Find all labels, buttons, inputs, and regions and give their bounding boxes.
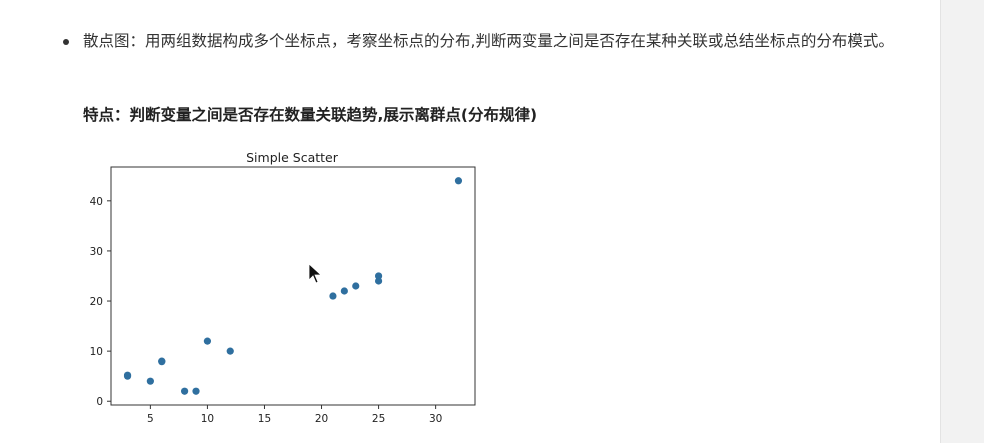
y-tick-label: 40 <box>90 196 103 208</box>
x-tick-label: 5 <box>147 413 154 425</box>
scatter-point <box>226 347 234 355</box>
x-tick-label: 30 <box>429 413 442 425</box>
scatter-point <box>340 287 348 295</box>
x-tick-label: 10 <box>201 413 214 425</box>
y-tick-label: 20 <box>90 296 103 308</box>
scatter-point <box>158 358 166 366</box>
scatter-point <box>352 282 360 290</box>
scatter-point <box>180 387 189 395</box>
plot-area-frame <box>110 166 476 406</box>
y-tick-label: 0 <box>96 396 103 408</box>
mouse-cursor-icon <box>308 263 323 284</box>
y-tick-label: 30 <box>90 246 103 258</box>
y-tick-label: 10 <box>90 346 103 358</box>
scatter-point <box>374 277 383 285</box>
x-tick-label: 25 <box>372 413 385 425</box>
feature-heading: 特点：判断变量之间是否存在数量关联趋势,展示离群点(分布规律) <box>83 106 538 124</box>
scatter-point <box>454 177 463 185</box>
x-tick-label: 15 <box>258 413 271 425</box>
scatter-point <box>123 371 132 379</box>
chart-title: Simple Scatter <box>246 150 338 165</box>
scatter-point <box>146 377 154 385</box>
x-tick-label: 20 <box>315 413 328 425</box>
scatter-point <box>192 387 200 395</box>
x-axis: 5 10 15 20 25 30 <box>147 405 442 425</box>
scatter-point <box>329 292 337 300</box>
document-content: 散点图：用两组数据构成多个坐标点，考察坐标点的分布,判断两变量之间是否存在某种关… <box>63 32 894 425</box>
scatter-points <box>123 177 463 395</box>
bullet-marker <box>63 39 69 45</box>
y-axis: 0 10 20 30 40 <box>90 196 111 408</box>
scatter-point <box>203 337 212 345</box>
scatter-point <box>374 272 383 280</box>
side-panel[interactable] <box>940 0 984 443</box>
scatter-description: 散点图：用两组数据构成多个坐标点，考察坐标点的分布,判断两变量之间是否存在某种关… <box>83 32 894 50</box>
